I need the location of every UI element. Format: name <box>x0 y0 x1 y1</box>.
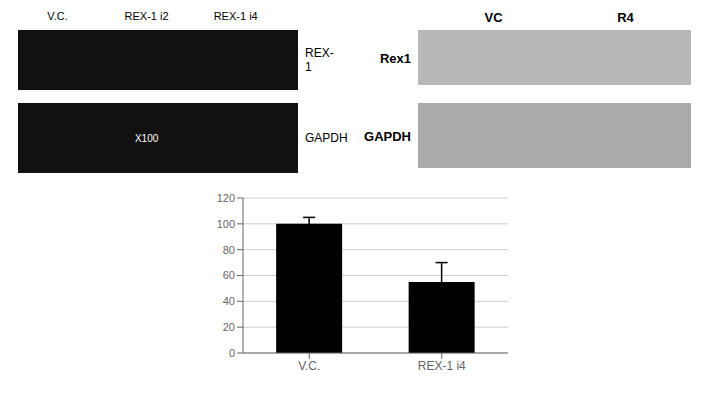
svg-text:0: 0 <box>229 347 235 359</box>
svg-text:REX-1 i4: REX-1 i4 <box>418 359 466 373</box>
svg-text:V.C.: V.C. <box>298 359 320 373</box>
html-text:R4: R4 <box>617 10 634 25</box>
svg-text:60: 60 <box>223 269 235 281</box>
svg-text:40: 40 <box>223 295 235 307</box>
html-text:REX-1: REX-1 <box>305 46 334 74</box>
html-text:GAPDH: GAPDH <box>305 131 348 145</box>
html-text:VC: VC <box>484 10 503 25</box>
svg-text:20: 20 <box>223 321 235 333</box>
html-text:X100: X100 <box>134 132 159 144</box>
html-text:REX-1 i2: REX-1 i2 <box>124 10 169 22</box>
svg-text:120: 120 <box>217 192 235 204</box>
html-text:Rex1: Rex1 <box>379 50 411 66</box>
html-text:REX-1 i4: REX-1 i4 <box>213 10 258 22</box>
html-text:GAPDH: GAPDH <box>364 128 411 144</box>
html-text:V.C.: V.C. <box>47 10 68 22</box>
svg-text:100: 100 <box>217 218 235 230</box>
svg-text:80: 80 <box>223 244 235 256</box>
